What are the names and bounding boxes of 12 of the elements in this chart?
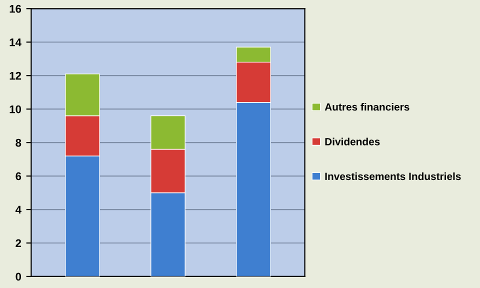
y-tick-label: 12 xyxy=(10,72,22,80)
y-tick-label: 2 xyxy=(16,239,22,248)
legend-label: Investissements Industriels xyxy=(325,172,461,180)
y-tick-label: 6 xyxy=(16,172,22,180)
legend-label: Dividendes xyxy=(325,138,380,146)
y-tick-label: 16 xyxy=(10,4,22,13)
y-tick-label: 0 xyxy=(16,272,22,281)
legend-label: Autres financiers xyxy=(324,102,410,111)
y-tick-label: 10 xyxy=(10,105,22,114)
y-tick-label: 14 xyxy=(10,38,22,46)
y-tick-label: 8 xyxy=(16,138,22,147)
y-tick-label: 4 xyxy=(15,206,22,214)
